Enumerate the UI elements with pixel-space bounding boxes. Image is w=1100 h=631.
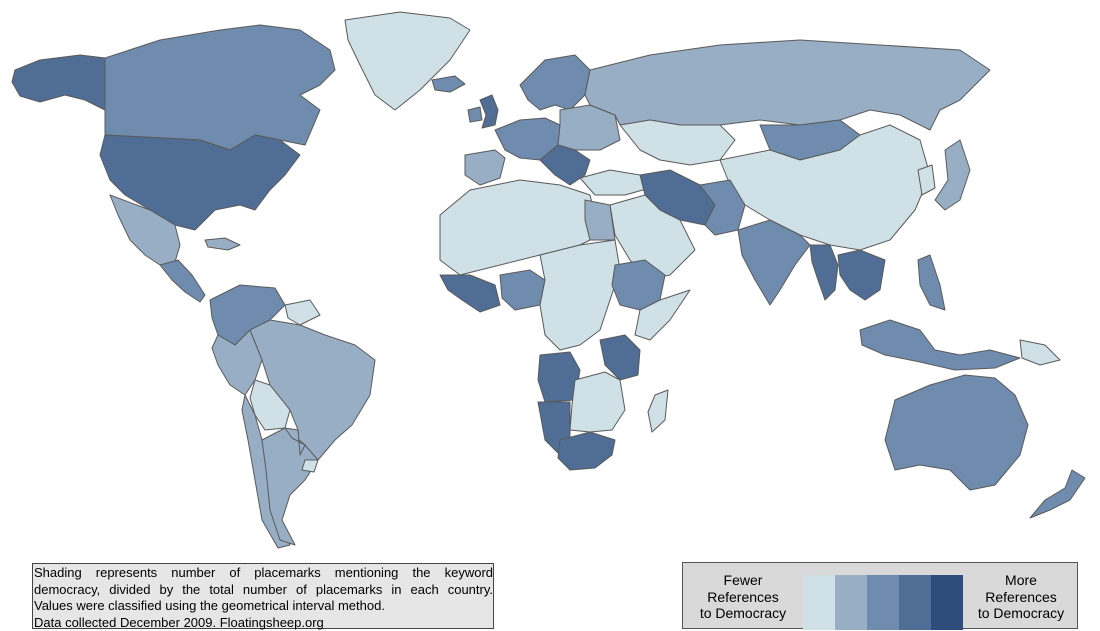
region-iceland <box>432 76 465 92</box>
legend-swatch-1 <box>803 575 835 630</box>
legend-high-line: to Democracy <box>971 605 1071 622</box>
region-southern-africa-interior <box>570 372 625 432</box>
region-scandinavia <box>520 55 590 110</box>
region-central-america <box>160 260 205 302</box>
region-cuba <box>205 238 240 250</box>
map-legend: Fewer References to Democracy More Refer… <box>682 562 1078 629</box>
region-iberia <box>465 150 505 185</box>
region-greenland <box>345 12 470 110</box>
region-madagascar <box>648 390 668 432</box>
region-guianas <box>285 300 320 325</box>
legend-low-line: to Democracy <box>687 605 799 622</box>
world-map <box>0 0 1100 560</box>
region-russia <box>585 40 990 130</box>
region-uruguay <box>302 460 318 472</box>
region-indochina <box>838 250 885 300</box>
region-indonesia <box>860 320 1020 370</box>
map-note-line: Shading represents number of placemarks … <box>34 565 493 582</box>
region-new-zealand <box>1030 470 1085 518</box>
region-turkey <box>580 170 650 195</box>
map-note-line: democracy, divided by the total number o… <box>34 582 493 599</box>
legend-swatch-5 <box>931 575 963 630</box>
map-note: Shading represents number of placemarks … <box>32 563 494 629</box>
region-alaska <box>12 55 105 110</box>
region-nigeria <box>500 270 545 310</box>
legend-low-line: References <box>687 589 799 606</box>
legend-swatch-3 <box>867 575 899 630</box>
legend-low-label: Fewer References to Democracy <box>687 572 799 622</box>
legend-swatch-2 <box>835 575 867 630</box>
map-note-line: Data collected December 2009. Floatingsh… <box>34 615 493 631</box>
region-united-kingdom <box>480 95 498 128</box>
region-ireland <box>468 107 482 122</box>
region-egypt <box>585 200 615 240</box>
region-japan <box>935 140 970 210</box>
region-central-africa <box>540 240 620 350</box>
legend-high-line: References <box>971 589 1071 606</box>
region-papua-new-guinea <box>1020 340 1060 365</box>
legend-high-line: More <box>971 572 1071 589</box>
region-philippines <box>918 255 945 310</box>
legend-high-label: More References to Democracy <box>971 572 1071 622</box>
region-west-africa-coast <box>440 275 500 312</box>
region-myanmar <box>810 245 838 300</box>
region-australia <box>885 375 1028 490</box>
region-canada <box>105 25 335 150</box>
map-note-line: Values were classified using the geometr… <box>34 598 493 615</box>
region-kazakhstan <box>620 120 735 165</box>
legend-swatch-4 <box>899 575 931 630</box>
legend-low-line: Fewer <box>687 572 799 589</box>
